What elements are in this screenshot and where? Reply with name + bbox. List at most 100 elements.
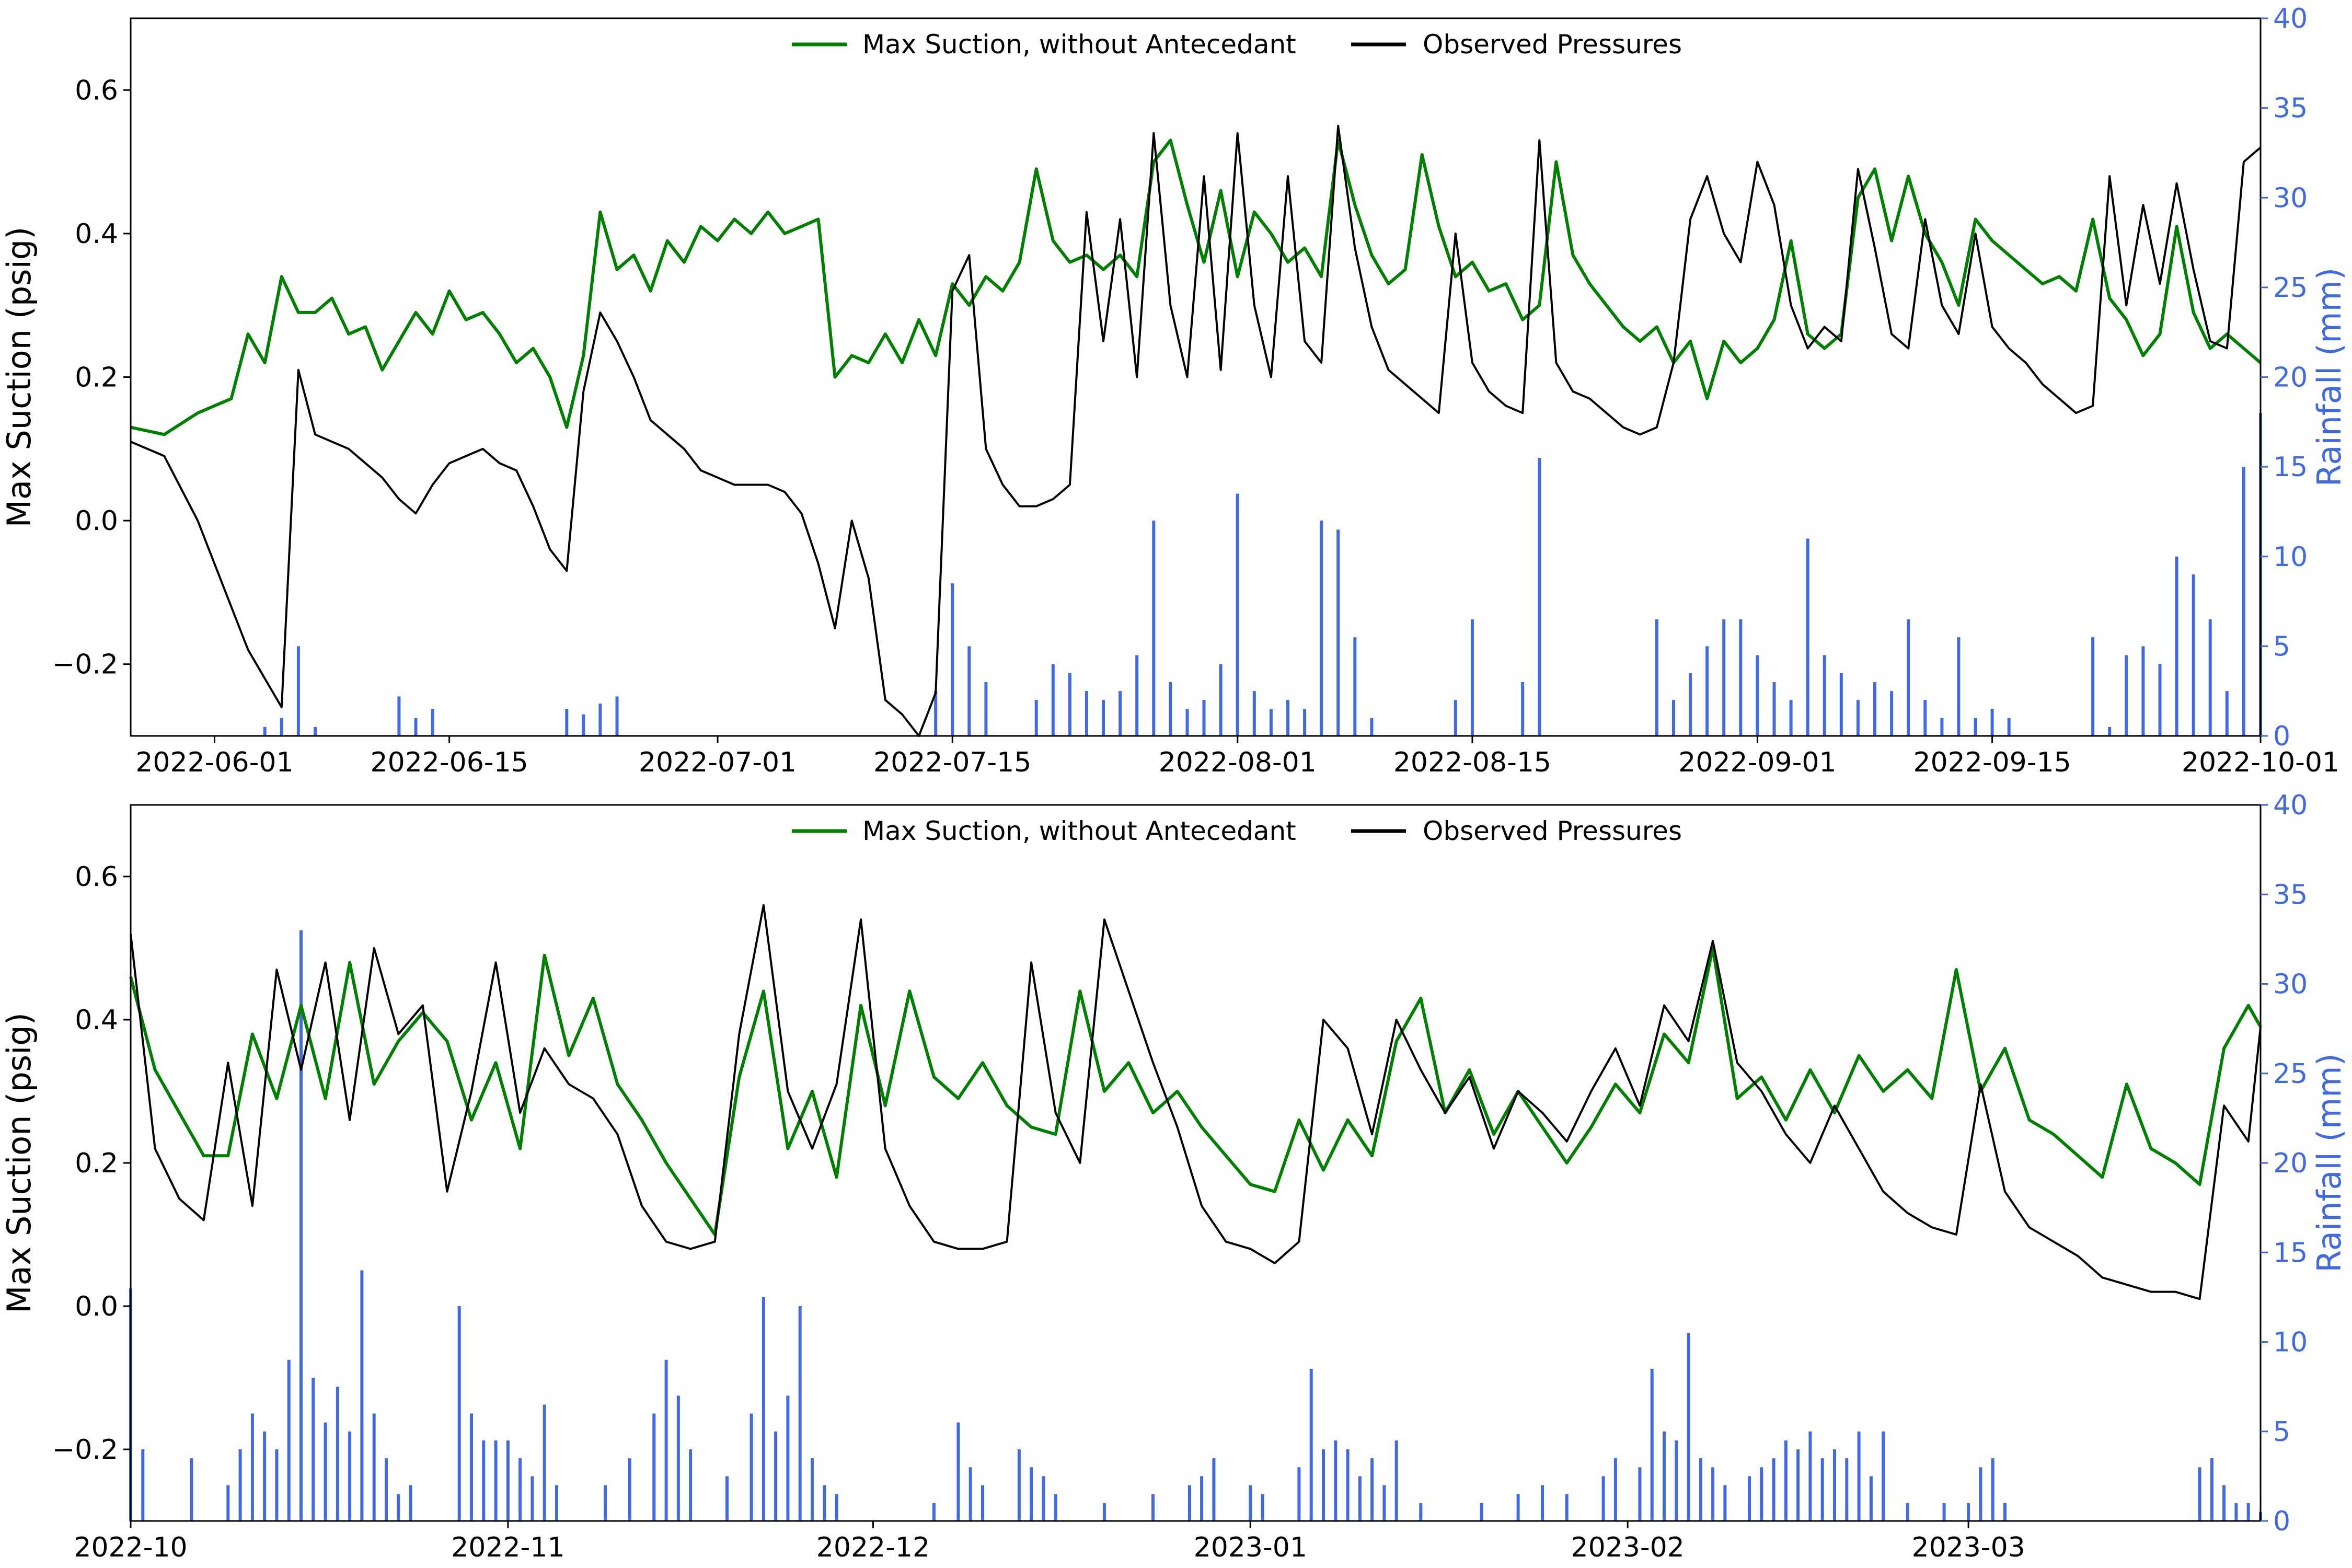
panel-top-rainfall-bar — [1974, 718, 1977, 736]
panel-top-rainfall-bar — [2175, 556, 2178, 736]
panel-bottom-ytick-label: 0.2 — [75, 1148, 118, 1179]
panel-top-rainfall-bar — [951, 583, 954, 736]
panel-bottom-rainfall-bar — [1249, 1485, 1252, 1521]
panel-top-rainfall-bar — [1806, 538, 1809, 736]
panel-top-rainfall-bar — [1119, 691, 1122, 736]
panel-bottom-rainfall-bar — [250, 1413, 254, 1521]
panel-top-rainfall-bar — [1705, 646, 1709, 736]
panel-top-legend-observed-label: Observed Pressures — [1423, 29, 1682, 60]
panel-bottom-rainfall-bar — [238, 1449, 242, 1521]
panel-bottom-rainfall-bar — [1042, 1476, 1045, 1521]
panel-top-rainfall-bar — [1739, 619, 1743, 736]
panel-bottom-rainfall-bar — [2003, 1503, 2007, 1521]
panel-top-rainfall-bar — [984, 682, 988, 736]
panel-bottom-rainfall-bar — [1334, 1440, 1338, 1521]
panel-top-xtick-label: 2022-09-01 — [1678, 747, 1836, 778]
panel-bottom-y2tick-label: 25 — [2273, 1058, 2308, 1090]
panel-top-ytick-label: 0.6 — [75, 75, 118, 106]
panel-top-rainfall-bar — [1873, 682, 1876, 736]
panel-bottom-rainfall-bar — [798, 1306, 802, 1521]
panel-top-rainfall-bar — [2141, 646, 2145, 736]
panel-top-rainfall-bar — [1269, 709, 1273, 736]
panel-top-rainfall-bar — [1370, 718, 1374, 736]
panel-bottom-rainfall-bar — [2246, 1503, 2250, 1521]
panel-top-xtick-label: 2022-09-15 — [1913, 747, 2071, 778]
panel-top-rainfall-bar — [1034, 700, 1038, 736]
panel-top-rainfall-bar — [2225, 691, 2229, 736]
panel-top-rainfall-bar — [1286, 700, 1289, 736]
panel-top-rainfall-bar — [314, 727, 317, 736]
panel-top-xtick-label: 2022-08-15 — [1393, 747, 1551, 778]
panel-bottom-rainfall-bar — [385, 1458, 388, 1521]
panel-bottom-rainfall-bar — [1942, 1503, 1946, 1521]
panel-bottom-legend-suction-label: Max Suction, without Antecedant — [862, 816, 1296, 846]
panel-bottom-xtick-label: 2022-10 — [74, 1532, 187, 1563]
panel-top-rainfall-bar — [1521, 682, 1525, 736]
panel-bottom-rainfall-bar — [1711, 1467, 1715, 1521]
panel-bottom-rainfall-bar — [348, 1431, 352, 1521]
panel-bottom-rainfall-bar — [324, 1422, 327, 1521]
panel-bottom-rainfall-bar — [1394, 1440, 1398, 1521]
panel-bottom-rainfall-bar — [2222, 1485, 2226, 1521]
panel-bottom-xtick-label: 2023-01 — [1194, 1532, 1307, 1563]
panel-top-rainfall-bar — [1689, 673, 1692, 736]
panel-bottom-rainfall-bar — [1845, 1458, 1849, 1521]
panel-top-rainfall-bar — [263, 727, 267, 736]
panel-top-rainfall-bar — [2158, 664, 2162, 736]
panel-bottom-rainfall-bar — [1723, 1485, 1727, 1521]
panel-top-rainfall-bar — [1722, 619, 1726, 736]
panel-top-rainfall-bar — [1839, 673, 1843, 736]
panel-top-xtick-label: 2022-07-15 — [873, 747, 1031, 778]
panel-bottom-ytick-label: 0.0 — [75, 1291, 118, 1322]
panel-top-rainfall-bar — [1336, 529, 1340, 736]
panel-top-suction-line — [130, 139, 2262, 436]
panel-bottom-rainfall-bar — [652, 1413, 656, 1521]
panel-top-ytick-label: 0.4 — [75, 218, 118, 250]
panel-top-rainfall-bar — [1169, 682, 1172, 736]
panel-bottom-rainfall-bar — [409, 1485, 412, 1521]
panel-top-rainfall-bar — [1252, 691, 1256, 736]
panel-top-ytick-label: −0.2 — [52, 649, 118, 681]
panel-bottom-rainfall-bar — [275, 1449, 279, 1521]
panel-bottom-rainfall-bar — [506, 1440, 510, 1521]
panel-top-y2tick-label: 5 — [2273, 631, 2290, 662]
panel-top-rainfall-bar — [1823, 655, 1826, 736]
panel-top-rainfall-bar — [1789, 700, 1793, 736]
panel-bottom-rainfall-bar — [1820, 1458, 1824, 1521]
panel-top-rainfall-bar — [2091, 637, 2095, 736]
panel-bottom-rainfall-bar — [1882, 1431, 1885, 1521]
panel-top-rainfall-bar — [1202, 700, 1206, 736]
panel-top-rainfall-bar — [1320, 521, 1323, 736]
panel-bottom-rainfall-bar — [969, 1467, 972, 1521]
panel-bottom-rainfall-bar — [531, 1476, 534, 1521]
panel-bottom-rainfall-bar — [312, 1378, 315, 1521]
panel-bottom-rainfall-bar — [835, 1494, 838, 1521]
panel-top-rainfall-bar — [1303, 709, 1307, 736]
panel-bottom-rainfall-bar — [981, 1485, 984, 1521]
panel-top-y2tick-label: 25 — [2273, 272, 2308, 304]
panel-top-rainfall-bar — [1538, 458, 1541, 736]
panel-bottom-ylabel: Max Suction (psig) — [0, 1012, 38, 1313]
panel-bottom-rainfall-bar — [1151, 1494, 1155, 1521]
panel-top-rainfall-bar — [1990, 709, 1994, 736]
panel-bottom-rainfall-bar — [604, 1485, 607, 1521]
panel-top-rainfall-bar — [1454, 700, 1457, 736]
panel-top-rainfall-bar — [2007, 718, 2011, 736]
panel-bottom-rainfall-bar — [1212, 1458, 1216, 1521]
panel-bottom-rainfall-bar — [336, 1387, 339, 1521]
panel-bottom-observed-line — [130, 904, 2262, 1300]
panel-bottom-rainfall-bar — [1808, 1431, 1812, 1521]
panel-bottom-ytick-label: −0.2 — [52, 1434, 118, 1466]
panel-bottom-rainfall-bar — [1030, 1467, 1033, 1521]
panel-bottom-rainfall-bar — [1358, 1476, 1362, 1521]
panel-bottom-rainfall-bar — [555, 1485, 558, 1521]
panel-bottom-rainfall-bar — [1991, 1458, 1994, 1521]
panel-top-observed-line — [130, 124, 2262, 737]
panel-top-xtick-label: 2022-10-01 — [2182, 747, 2339, 778]
panel-bottom-rainfall-bar — [1322, 1449, 1325, 1521]
panel-bottom-rainfall-bar — [1017, 1449, 1021, 1521]
panel-bottom-rainfall-bar — [1601, 1476, 1605, 1521]
panel-bottom-rainfall-bar — [470, 1413, 473, 1521]
panel-top-rainfall-bar — [2108, 727, 2112, 736]
panel-bottom-rainfall-bar — [457, 1306, 461, 1521]
